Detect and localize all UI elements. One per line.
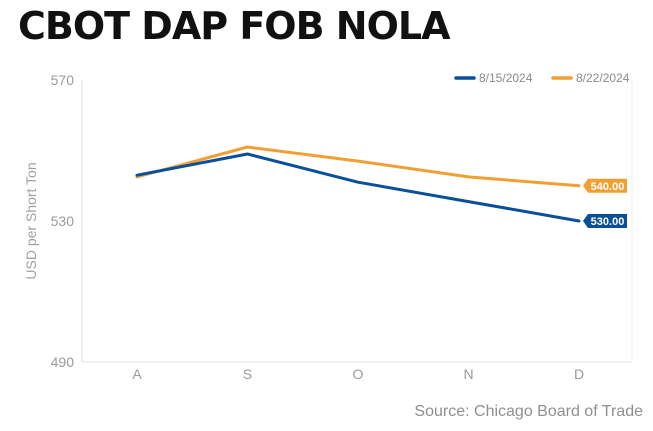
source-note: Source: Chicago Board of Trade (414, 403, 643, 420)
end-label-tag-2 (583, 178, 627, 193)
x-tick-label: N (463, 366, 473, 382)
end-value-label: 530.00 (591, 216, 625, 228)
legend-label: 8/15/2024 (479, 71, 533, 85)
y-tick-label: 490 (51, 354, 75, 370)
y-tick-label: 570 (51, 72, 75, 88)
x-tick-label: A (132, 366, 142, 382)
x-tick-label: O (353, 366, 364, 382)
series-line-1 (135, 152, 581, 223)
x-tick-label: S (243, 366, 252, 382)
x-tick-label: D (574, 366, 584, 382)
end-value-label: 540.00 (591, 181, 625, 193)
y-tick-label: 530 (51, 213, 75, 229)
chart-title: CBOT DAP FOB NOLA (18, 4, 451, 48)
legend-label: 8/22/2024 (576, 71, 630, 85)
end-label-tag-1 (583, 214, 627, 228)
series-line-2 (135, 145, 581, 188)
y-axis-title: USD per Short Ton (23, 162, 39, 279)
